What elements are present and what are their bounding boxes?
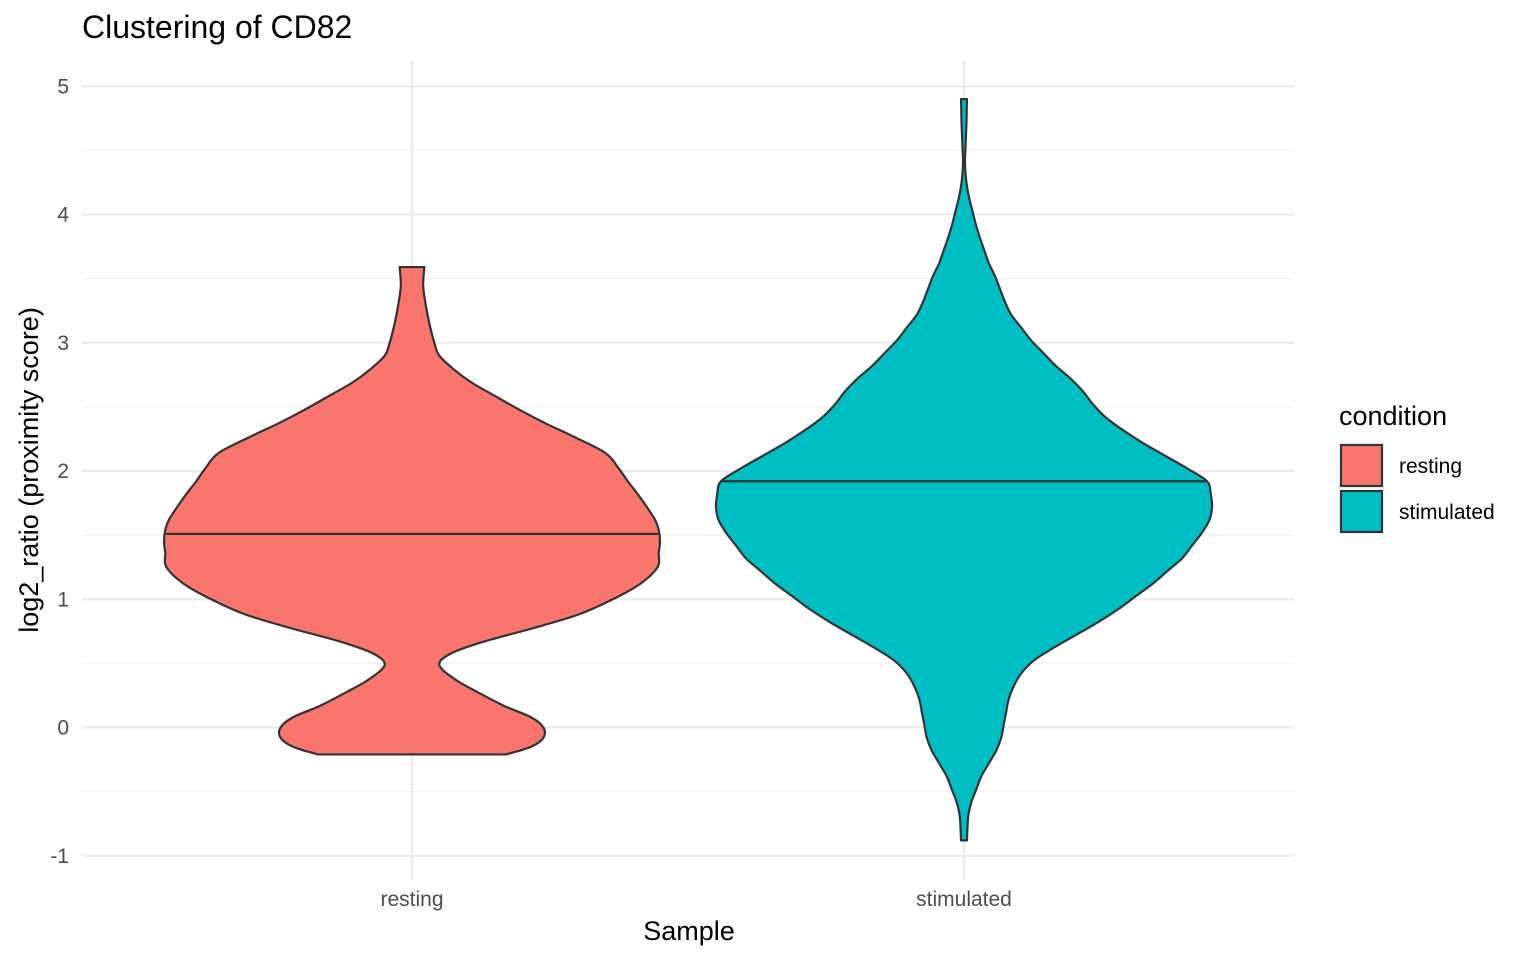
violins <box>162 97 1214 842</box>
legend: condition resting stimulated <box>1339 401 1495 534</box>
legend-swatch-resting <box>1339 443 1384 488</box>
y-tick-label: 5 <box>57 75 69 98</box>
violin-stimulated <box>714 97 1214 842</box>
y-tick-label: 2 <box>57 460 69 483</box>
x-axis-title: Sample <box>643 916 735 946</box>
y-tick-label: 3 <box>57 332 69 355</box>
x-axis-ticks: resting stimulated <box>380 888 1011 911</box>
legend-title: condition <box>1339 401 1447 431</box>
x-tick-label-resting: resting <box>380 888 443 911</box>
legend-swatch-stimulated <box>1339 489 1384 534</box>
y-tick-label: 4 <box>57 204 69 227</box>
x-tick-label-stimulated: stimulated <box>916 888 1012 911</box>
y-tick-label: 0 <box>57 717 69 740</box>
y-tick-label: 1 <box>57 588 69 611</box>
legend-label-stimulated: stimulated <box>1399 501 1495 524</box>
y-axis-ticks: -1 0 1 2 3 4 5 <box>50 75 69 868</box>
legend-label-resting: resting <box>1399 455 1462 478</box>
y-axis-title: log2_ratio (proximity score) <box>14 307 44 633</box>
chart-title: Clustering of CD82 <box>82 9 352 45</box>
legend-entries: resting stimulated <box>1339 443 1495 534</box>
violin-resting <box>162 265 662 756</box>
y-tick-label: -1 <box>50 845 69 868</box>
